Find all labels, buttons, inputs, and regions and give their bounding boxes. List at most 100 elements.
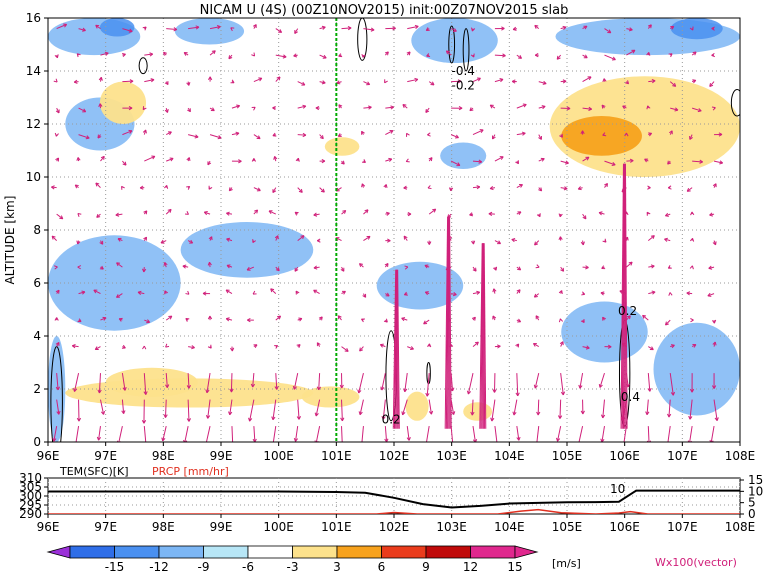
wind-vector-head [248,417,253,422]
wind-vector [402,399,408,415]
wind-vector-head [401,317,406,322]
wind-vector-head [692,344,697,348]
wind-vector-head [469,107,474,112]
wind-vector-head [313,265,318,270]
wind-vector-head [672,82,677,87]
wind-vector [188,134,199,138]
wind-vector [100,52,109,56]
wind-vector-head [364,209,369,214]
wind-vector-head [276,76,281,81]
wind-vector-head [580,241,585,246]
wind-vector-head [275,267,280,272]
wind-vector-head [95,182,100,187]
wind-vector-head [668,292,673,296]
wind-vector [295,426,299,442]
wind-vector-head [55,386,60,391]
wind-vector-head [515,160,519,165]
wind-vector-head [688,415,693,420]
wind-vector-head [668,130,673,135]
wind-vector [341,27,352,30]
wind-vector-head [315,105,320,111]
wind-vector-head [76,240,81,245]
wind-vector [122,28,133,32]
wind-vector-head [77,318,82,323]
wind-vector-head [651,290,656,295]
colorbar-tick-label: -6 [242,560,254,574]
wind-vector-head [208,236,213,241]
wind-vector [599,372,605,388]
wind-vector-head [406,51,411,56]
wind-vector-head [102,316,107,321]
y-tick-label: 14 [26,64,41,78]
wind-vector-head [711,52,716,58]
wind-vector [297,134,306,136]
wind-vector-head [95,24,100,29]
wind-vector-head [97,389,102,394]
wind-vector [359,399,364,415]
wind-vector-head [207,161,212,166]
wind-vector-head [230,79,235,84]
wind-vector-head [517,211,522,216]
wind-vector-head [625,80,630,85]
wind-vector-head [238,159,242,164]
wind-vector-head [709,83,714,88]
wind-vector-head [699,159,703,164]
wind-vector [384,426,388,442]
wind-vector-head [403,291,408,296]
wind-vector-head [51,235,56,240]
wind-vector-head [99,265,104,270]
wind-vector-head [489,104,494,109]
wind-vector-head [96,436,102,441]
wind-vector [494,54,506,57]
colorbar-tick-label: -12 [149,560,169,574]
wind-vector [297,187,303,193]
wind-vector-head [414,24,419,29]
wind-vector-head [489,185,494,191]
wind-vector-head [556,437,561,442]
wind-vector [648,291,656,295]
wind-vector-head [186,157,191,162]
wind-vector-head [186,418,191,422]
wind-vector [404,373,408,392]
wind-vector-head [492,135,496,140]
wind-vector [604,160,616,166]
wind-vector-head [690,318,694,323]
y-tick-label: 4 [33,329,41,343]
wind-vector-head [490,417,495,422]
wind-vector-head [476,290,481,295]
wind-vector [318,373,321,390]
wind-vector-head [424,264,429,269]
wind-vector-head [650,264,655,269]
wind-vector-head [707,292,712,297]
wind-vector-head [471,316,476,321]
wind-vector-head [455,134,459,139]
ts-right-tick-label: 5 [748,496,756,510]
wind-vector-head [690,211,695,216]
wind-vector-head [410,346,414,351]
wind-vector-head [470,53,475,58]
wind-vector-head [631,49,636,54]
wind-vector [582,346,590,349]
wind-vector-head [565,160,569,165]
wind-vector-head [517,318,522,323]
wind-vector [297,81,306,86]
colorbar-swatch [336,545,382,559]
wind-vector-head [533,293,538,298]
wind-vector-head [104,51,109,56]
wind-vector-head [313,212,318,217]
wind-vector-head [139,185,144,190]
colorbar-swatch [114,545,160,559]
wind-vector-head [228,411,233,416]
wind-vector [56,373,59,390]
wind-vector-head [202,291,207,296]
wind-vector-head [359,347,364,352]
wind-vector [406,426,410,441]
wind-vector-head [185,290,190,295]
contour-label: 0.2 [618,304,637,318]
wind-vector [98,373,101,394]
wind-vector [450,134,459,139]
wind-vector-head [714,417,719,422]
wind-vector-head [425,108,430,113]
wind-vector [559,399,562,419]
wind-vector-head [558,290,563,295]
